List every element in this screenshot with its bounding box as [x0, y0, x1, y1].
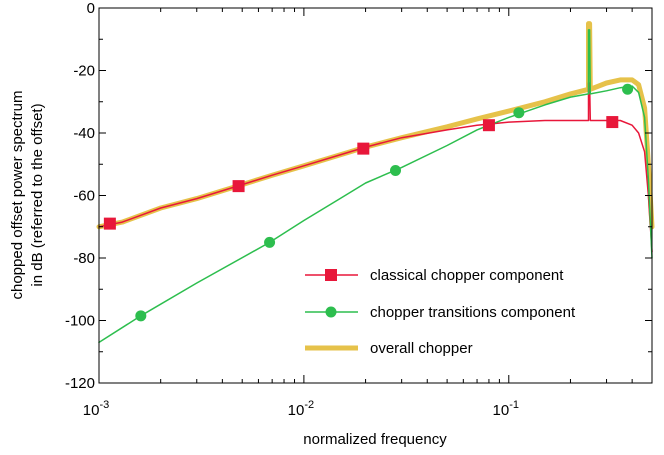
- marker-chopper-transitions-component-0: [135, 310, 147, 322]
- legend-swatch-classical-chopper-component-marker: [325, 269, 337, 281]
- legend: classical chopper component chopper trans…: [305, 267, 576, 357]
- series-line-chopper-transitions-component: [98, 29, 653, 344]
- marker-chopper-transitions-component-4: [622, 83, 634, 95]
- marker-classical-chopper-component-4: [606, 116, 619, 129]
- marker-classical-chopper-component-2: [357, 142, 370, 155]
- y-tick-label--120: -120: [65, 375, 95, 392]
- x-tick-label--2: 10-2: [288, 399, 314, 419]
- legend-label-classical-chopper-component: classical chopper component: [370, 267, 564, 284]
- marker-chopper-transitions-component-1: [264, 236, 276, 248]
- y-tick-label--100: -100: [65, 313, 95, 330]
- y-tick-label--40: -40: [73, 125, 95, 142]
- x-tick-label--3: 10-3: [83, 399, 109, 419]
- marker-chopper-transitions-component-3: [513, 107, 525, 119]
- plot-series: [96, 21, 655, 344]
- marker-classical-chopper-component-3: [482, 119, 495, 132]
- marker-chopper-transitions-component-2: [390, 165, 402, 176]
- y-tick-label-0: 0: [87, 0, 95, 17]
- y-axis-label-line2: in dB (referred to the offset): [29, 103, 46, 286]
- marker-classical-chopper-component-0: [103, 217, 116, 230]
- x-axis-label: normalized frequency: [303, 431, 447, 448]
- y-axis-label-line1: chopped offset power spectrum: [9, 90, 26, 299]
- marker-classical-chopper-component-1: [232, 180, 245, 193]
- y-tick-label--80: -80: [73, 250, 95, 267]
- legend-swatch-chopper-transitions-component-marker: [325, 306, 337, 318]
- x-tick-label--1: 10-1: [493, 399, 519, 419]
- series-line-classical-chopper-component: [98, 82, 653, 253]
- series-line-overall-chopper: [96, 21, 655, 230]
- x-axis: 10-3 10-2 10-1: [83, 8, 653, 419]
- y-axis: 0 -20 -40 -60 -80 -100 -120: [65, 0, 652, 392]
- legend-label-chopper-transitions-component: chopper transitions component: [370, 304, 576, 321]
- y-tick-label--60: -60: [73, 188, 95, 205]
- y-tick-label--20: -20: [73, 63, 95, 80]
- legend-label-overall-chopper: overall chopper: [370, 340, 473, 357]
- plot-frame: [98, 7, 653, 384]
